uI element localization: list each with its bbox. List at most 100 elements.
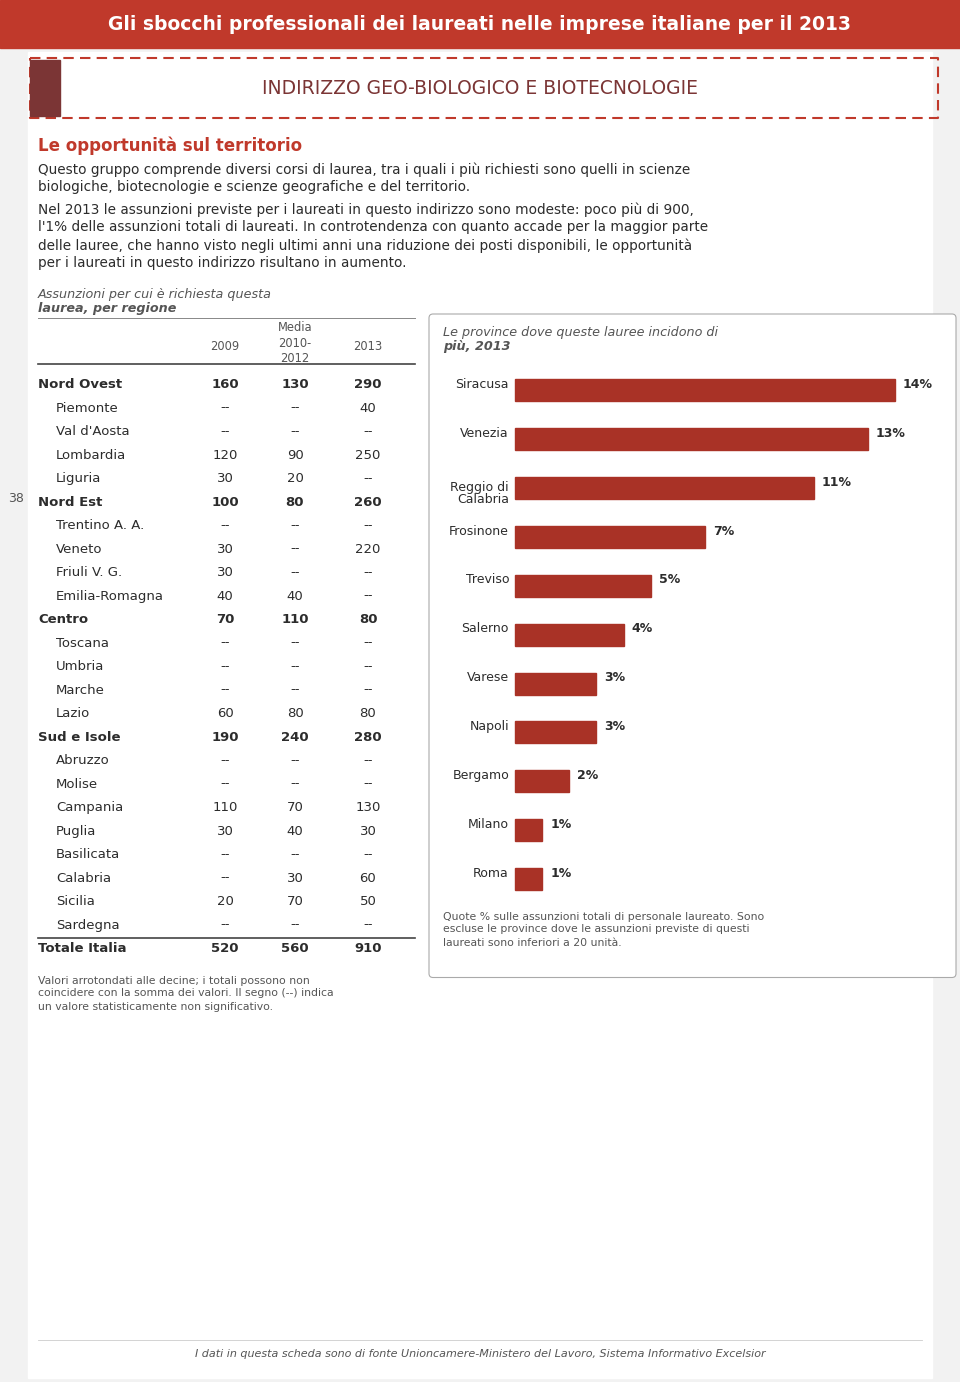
Text: --: -- — [363, 637, 372, 650]
Text: --: -- — [220, 520, 229, 532]
Text: --: -- — [290, 661, 300, 673]
Text: Lombardia: Lombardia — [56, 449, 127, 462]
Text: laurea, per regione: laurea, per regione — [38, 303, 177, 315]
Text: Val d'Aosta: Val d'Aosta — [56, 426, 130, 438]
Text: Puglia: Puglia — [56, 825, 96, 837]
Text: 120: 120 — [212, 449, 238, 462]
Text: 130: 130 — [281, 379, 309, 391]
Text: Nel 2013 le assunzioni previste per i laureati in questo indirizzo sono modeste:: Nel 2013 le assunzioni previste per i la… — [38, 202, 694, 217]
Bar — [515, 820, 542, 842]
Text: Assunzioni per cui è richiesta questa: Assunzioni per cui è richiesta questa — [38, 287, 272, 301]
Text: I dati in questa scheda sono di fonte Unioncamere-Ministero del Lavoro, Sistema : I dati in questa scheda sono di fonte Un… — [195, 1349, 765, 1359]
Text: --: -- — [220, 919, 229, 931]
Bar — [30, 59, 60, 116]
Text: 40: 40 — [287, 590, 303, 603]
Text: Napoli: Napoli — [469, 720, 509, 732]
Text: Valori arrotondati alle decine; i totali possono non: Valori arrotondati alle decine; i totali… — [38, 976, 310, 985]
Text: 220: 220 — [355, 543, 381, 556]
Text: 60: 60 — [360, 872, 376, 884]
Bar — [515, 380, 895, 401]
Text: --: -- — [363, 473, 372, 485]
Text: Molise: Molise — [56, 778, 98, 791]
Bar — [515, 428, 868, 451]
Text: 30: 30 — [217, 567, 233, 579]
Text: 80: 80 — [359, 614, 377, 626]
Text: Le province dove queste lauree incidono di: Le province dove queste lauree incidono … — [443, 326, 718, 339]
Bar — [515, 575, 651, 597]
Text: 70: 70 — [287, 896, 303, 908]
Text: 90: 90 — [287, 449, 303, 462]
Text: --: -- — [290, 426, 300, 438]
Text: --: -- — [363, 684, 372, 697]
Text: 80: 80 — [287, 708, 303, 720]
Text: --: -- — [220, 637, 229, 650]
Text: 110: 110 — [281, 614, 309, 626]
Text: Liguria: Liguria — [56, 473, 102, 485]
Text: --: -- — [290, 637, 300, 650]
Text: 2009: 2009 — [210, 340, 240, 352]
Text: 40: 40 — [217, 590, 233, 603]
Text: --: -- — [363, 755, 372, 767]
Text: Calabria: Calabria — [56, 872, 111, 884]
Text: --: -- — [220, 849, 229, 861]
Text: 50: 50 — [360, 896, 376, 908]
Text: Nord Est: Nord Est — [38, 496, 103, 509]
Text: 30: 30 — [217, 825, 233, 837]
Text: 130: 130 — [355, 802, 381, 814]
Text: Questo gruppo comprende diversi corsi di laurea, tra i quali i più richiesti son: Questo gruppo comprende diversi corsi di… — [38, 162, 690, 177]
Bar — [515, 868, 542, 890]
Text: 60: 60 — [217, 708, 233, 720]
Text: 30: 30 — [217, 543, 233, 556]
Text: Venezia: Venezia — [461, 427, 509, 439]
Text: Bergamo: Bergamo — [452, 768, 509, 782]
Text: 80: 80 — [360, 708, 376, 720]
Bar — [515, 623, 624, 645]
Text: Salerno: Salerno — [462, 622, 509, 636]
Text: 1%: 1% — [550, 818, 571, 831]
Text: Marche: Marche — [56, 684, 105, 697]
Text: 13%: 13% — [876, 427, 905, 439]
Text: Piemonte: Piemonte — [56, 402, 119, 415]
Text: 290: 290 — [354, 379, 382, 391]
Text: 110: 110 — [212, 802, 238, 814]
Text: 30: 30 — [217, 473, 233, 485]
Text: laureati sono inferiori a 20 unità.: laureati sono inferiori a 20 unità. — [443, 937, 622, 948]
Text: Milano: Milano — [468, 818, 509, 831]
Text: più, 2013: più, 2013 — [443, 340, 511, 352]
Text: 70: 70 — [287, 802, 303, 814]
Text: Campania: Campania — [56, 802, 123, 814]
Text: Friuli V. G.: Friuli V. G. — [56, 567, 122, 579]
Text: 3%: 3% — [605, 720, 626, 732]
Text: 20: 20 — [287, 473, 303, 485]
Text: delle lauree, che hanno visto negli ultimi anni una riduzione dei posti disponib: delle lauree, che hanno visto negli ulti… — [38, 238, 692, 253]
Text: coincidere con la somma dei valori. Il segno (--) indica: coincidere con la somma dei valori. Il s… — [38, 988, 334, 999]
Text: INDIRIZZO GEO-BIOLOGICO E BIOTECNOLOGIE: INDIRIZZO GEO-BIOLOGICO E BIOTECNOLOGIE — [262, 79, 698, 98]
Text: Basilicata: Basilicata — [56, 849, 120, 861]
Text: 100: 100 — [211, 496, 239, 509]
Text: 240: 240 — [281, 731, 309, 744]
Text: Sardegna: Sardegna — [56, 919, 120, 931]
Text: 3%: 3% — [605, 672, 626, 684]
Text: 910: 910 — [354, 943, 382, 955]
Text: --: -- — [220, 661, 229, 673]
Text: --: -- — [220, 778, 229, 791]
Text: Le opportunità sul territorio: Le opportunità sul territorio — [38, 135, 302, 155]
Text: --: -- — [363, 426, 372, 438]
Text: un valore statisticamente non significativo.: un valore statisticamente non significat… — [38, 1002, 273, 1012]
Text: 560: 560 — [281, 943, 309, 955]
Text: biologiche, biotecnologie e scienze geografiche e del territorio.: biologiche, biotecnologie e scienze geog… — [38, 180, 470, 193]
Text: Veneto: Veneto — [56, 543, 103, 556]
Text: --: -- — [363, 778, 372, 791]
Text: --: -- — [220, 426, 229, 438]
Text: Siracusa: Siracusa — [455, 377, 509, 391]
Text: --: -- — [220, 684, 229, 697]
Bar — [515, 527, 705, 549]
Bar — [515, 770, 569, 792]
Text: Trentino A. A.: Trentino A. A. — [56, 520, 144, 532]
Text: 7%: 7% — [713, 525, 734, 538]
Text: 70: 70 — [216, 614, 234, 626]
Text: 14%: 14% — [903, 377, 933, 391]
Text: escluse le province dove le assunzioni previste di questi: escluse le province dove le assunzioni p… — [443, 925, 750, 934]
Text: 2%: 2% — [577, 768, 598, 782]
Bar — [515, 673, 596, 695]
